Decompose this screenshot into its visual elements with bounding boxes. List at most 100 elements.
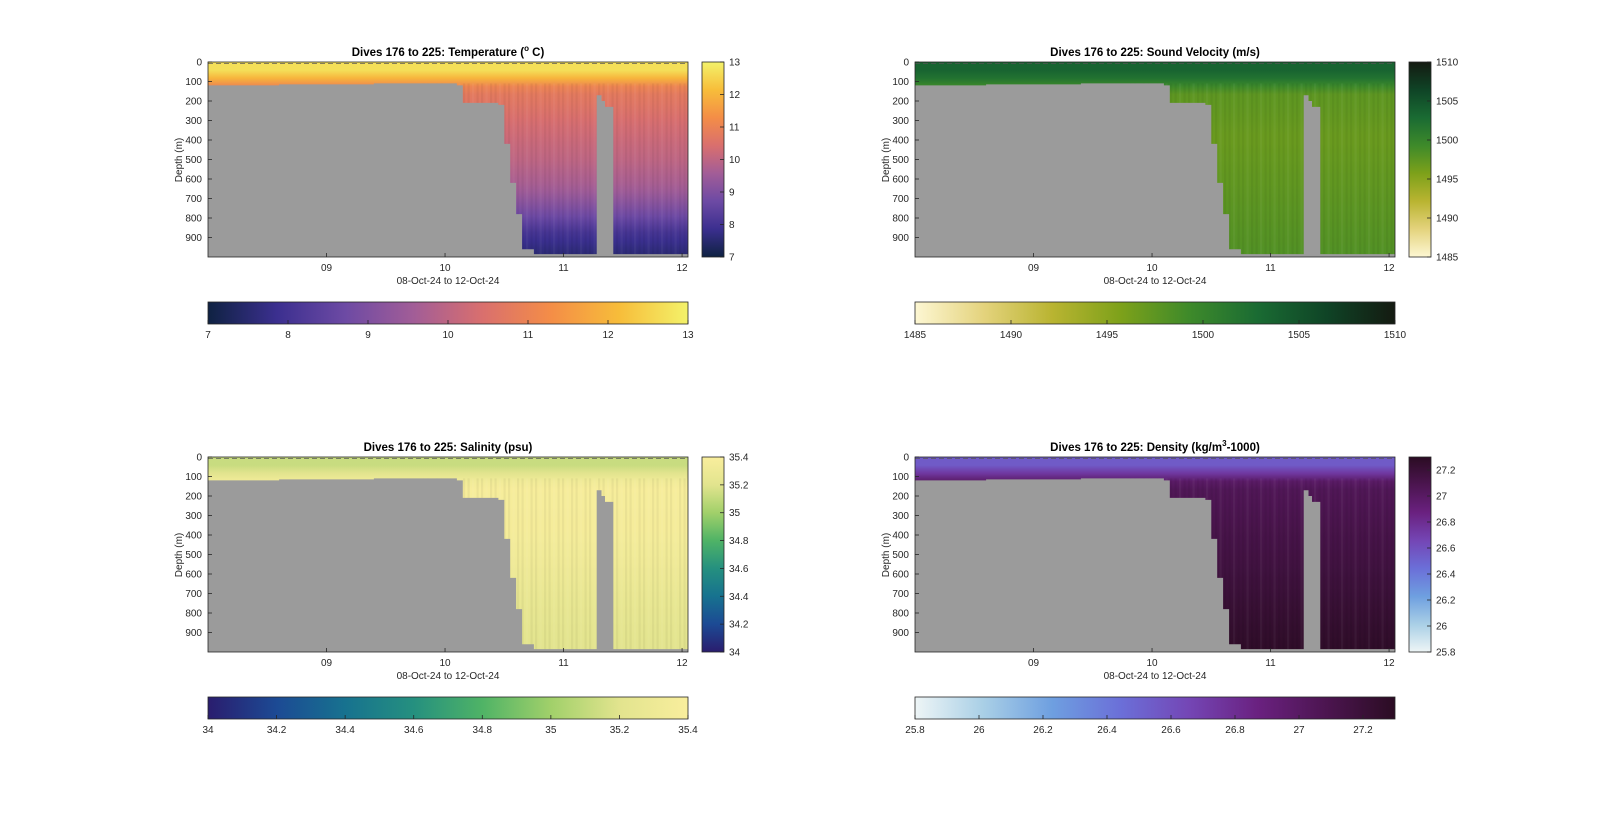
density-profile-streak (1246, 478, 1249, 652)
sound-velocity-colorbar-right-bar (1408, 61, 1432, 258)
temperature-colorbar-bottom-tick-label: 9 (365, 330, 371, 341)
temperature-y-tick-label: 200 (185, 97, 202, 108)
salinity-profile-streak (575, 478, 578, 652)
salinity-colorbar-right-tick-label: 34.6 (729, 564, 749, 575)
salinity-colorbar-bottom-bar (207, 696, 689, 720)
salinity-profile-streak (571, 478, 574, 652)
temperature-profile-streak (638, 83, 641, 258)
sound-velocity-profile-streak (1300, 83, 1303, 258)
salinity-colorbar-right: 34 34.2 34.4 34.6 34.8 35 35.2 35.4 (701, 453, 749, 659)
sound-velocity-profile-streak (1278, 83, 1281, 258)
density-colorbar-right-tick-label: 26.8 (1436, 518, 1456, 529)
sound-velocity-profile-streak (1255, 83, 1258, 258)
salinity-profile-streak (521, 478, 524, 652)
sound-velocity-y-tick-label: 600 (892, 175, 909, 186)
sound-velocity-colorbar-right: 1485 1490 1495 1500 1505 1510 (1408, 58, 1459, 264)
temperature-profile-streak (530, 83, 533, 258)
density-y-axis-label: Depth (m) (881, 533, 892, 577)
temperature-profile-streak (589, 83, 592, 258)
temperature-profile-streak (557, 83, 560, 258)
salinity-y-tick-label: 600 (185, 570, 202, 581)
density-x-tick-label: 11 (1265, 658, 1276, 669)
salinity-colorbar-bottom-tick-label: 35.2 (610, 725, 630, 736)
temperature-x-axis-label: 08-Oct-24 to 12-Oct-24 (397, 276, 500, 287)
sound-velocity-colorbar-bottom-tick-label: 1490 (1000, 330, 1023, 341)
density-colorbar-bottom-tick-label: 27.2 (1353, 725, 1373, 736)
temperature-profile-streak (512, 83, 515, 258)
density-colorbar-bottom-tick-label: 26.8 (1225, 725, 1245, 736)
sound-velocity-profile-streak (1269, 83, 1272, 258)
sound-velocity-profile-streak (1359, 83, 1362, 258)
temperature-profile-streak (548, 83, 551, 258)
sound-velocity-y-tick-label: 500 (892, 155, 909, 166)
salinity-profile-streak (643, 478, 646, 652)
temperature-y-tick-label: 100 (185, 77, 202, 88)
salinity-profile-streak (593, 478, 596, 652)
density-title-superscript: 3 (1222, 439, 1227, 448)
salinity-profile-streak (674, 478, 677, 652)
temperature-plot-area: 0 100 200 300 400 500 600 700 800 900 09 10 11 12 (185, 58, 689, 274)
temperature-colorbar-right-tick-label: 13 (729, 58, 741, 69)
temperature-title-text: Dives 176 to 225: Temperature ( (352, 47, 525, 59)
sound-velocity-colorbar-bottom-tick-label: 1485 (904, 330, 927, 341)
sound-velocity-profile-streak (1336, 83, 1339, 258)
density-colorbar-bottom-tick-label: 26.2 (1033, 725, 1053, 736)
sound-velocity-y-axis-label: Depth (m) (881, 138, 892, 182)
density-profile-streak (1377, 478, 1380, 652)
sound-velocity-colorbar-right-tick-label: 1485 (1436, 253, 1459, 264)
salinity-colorbar-bottom-tick-label: 34.8 (473, 725, 493, 736)
sound-velocity-profile-streak (1341, 83, 1344, 258)
salinity-profile-streak (566, 478, 569, 652)
temperature-colorbar-bottom-tick-label: 7 (205, 330, 211, 341)
density-profile-streak (1327, 478, 1330, 652)
sound-velocity-colorbar-bottom-tick-label: 1495 (1096, 330, 1119, 341)
density-profile-streak (1336, 478, 1339, 652)
density-y-tick-label: 200 (892, 492, 909, 503)
density-profile-streak (1264, 478, 1267, 652)
salinity-colorbar-bottom-tick-label: 34.6 (404, 725, 424, 736)
salinity-profile-streak (661, 478, 664, 652)
sound-velocity-y-tick-label: 400 (892, 136, 909, 147)
temperature-profile-streak (647, 83, 650, 258)
temperature-y-tick-label: 0 (196, 58, 202, 69)
salinity-profile-streak (539, 478, 542, 652)
sound-velocity-profile-streak (1233, 83, 1236, 258)
density-colorbar-bottom-tick-label: 25.8 (905, 725, 925, 736)
temperature-profile-streak (566, 83, 569, 258)
sound-velocity-profile-streak (1282, 83, 1285, 258)
temperature-profile-streak (665, 83, 668, 258)
salinity-colorbar-bottom: 34 34.2 34.4 34.6 34.8 35 35.2 35.4 (202, 696, 698, 736)
salinity-profile-streak (530, 478, 533, 652)
salinity-profile-streak (652, 478, 655, 652)
density-colorbar-bottom: 25.8 26 26.2 26.4 26.6 26.8 27 27.2 (905, 696, 1396, 736)
density-profile-streak (1251, 478, 1254, 652)
temperature-profile-streak (535, 83, 538, 258)
sound-velocity-x-tick-label: 09 (1028, 263, 1040, 274)
salinity-profile-streak (656, 478, 659, 652)
salinity-x-tick-label: 09 (321, 658, 333, 669)
sound-velocity-colorbar-bottom-tick-label: 1510 (1384, 330, 1407, 341)
temperature-profile-streak (539, 83, 542, 258)
sound-velocity-profile-streak (1354, 83, 1357, 258)
temperature-title: Dives 176 to 225: Temperature (o C) (352, 44, 545, 59)
density-profile-streak (1296, 478, 1299, 652)
salinity-profile-streak (584, 478, 587, 652)
temperature-colorbar-bottom-tick-label: 13 (682, 330, 694, 341)
sound-velocity-profile-streak (1368, 83, 1371, 258)
sound-velocity-profile-streak (1323, 83, 1326, 258)
density-colorbar-bottom-tick-label: 26.4 (1097, 725, 1117, 736)
temperature-profile-streak (562, 83, 565, 258)
salinity-colorbar-right-tick-label: 34.2 (729, 620, 749, 631)
density-plot-area: 0 100 200 300 400 500 600 700 800 900 09 10 11 12 (892, 453, 1396, 669)
density-colorbar-right-tick-label: 26.6 (1436, 544, 1456, 555)
salinity-y-tick-label: 900 (185, 628, 202, 639)
temperature-x-tick-label: 09 (321, 263, 333, 274)
sound-velocity-colorbar-right-tick-label: 1505 (1436, 97, 1459, 108)
sound-velocity-title: Dives 176 to 225: Sound Velocity (m/s) (1050, 47, 1260, 59)
sound-velocity-y-tick-label: 900 (892, 233, 909, 244)
temperature-profile-streak (544, 83, 547, 258)
salinity-y-tick-label: 800 (185, 609, 202, 620)
temperature-colorbar-right-tick-label: 7 (729, 253, 735, 264)
density-y-tick-label: 500 (892, 550, 909, 561)
temperature-profile-streak (652, 83, 655, 258)
